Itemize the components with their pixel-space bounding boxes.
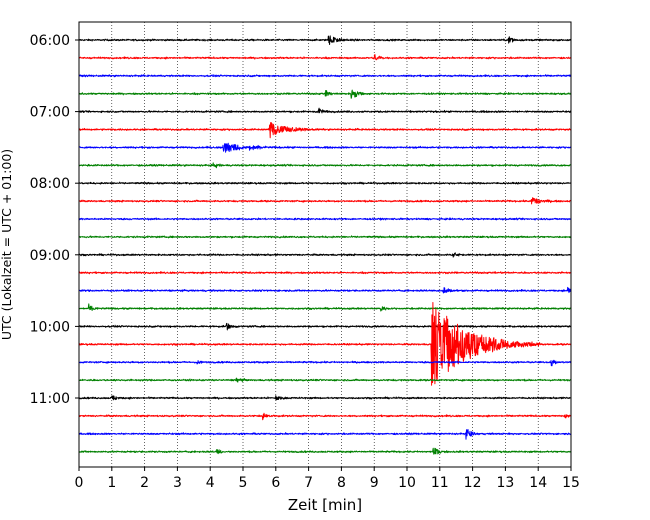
trace-0600 <box>78 35 572 45</box>
x-axis-label: Zeit [min] <box>288 496 362 514</box>
x-tick-label: 11 <box>431 475 449 491</box>
x-tick-label: 15 <box>562 475 580 491</box>
trace-0945 <box>78 303 572 312</box>
x-tick-label: 3 <box>173 475 182 491</box>
x-tick-label: 8 <box>337 475 346 491</box>
trace-0630 <box>78 74 572 78</box>
x-tick-label: 2 <box>140 475 149 491</box>
trace-1015 <box>78 302 572 386</box>
trace-1045 <box>78 377 572 383</box>
trace-0915 <box>78 271 572 275</box>
x-tick-label: 6 <box>271 475 280 491</box>
x-tick-label: 9 <box>370 475 379 491</box>
trace-1030 <box>78 359 572 367</box>
x-tick-label: 1 <box>107 475 116 491</box>
y-tick-label: 09:00 <box>30 248 70 264</box>
trace-1115 <box>78 412 572 421</box>
seismic-traces <box>78 35 572 455</box>
y-axis-ticks: 06:00 07:00 08:00 09:00 10:00 11:00 <box>30 33 79 407</box>
x-tick-label: 4 <box>206 475 215 491</box>
x-tick-label: 7 <box>304 475 313 491</box>
x-axis-ticks: 0 1 2 3 4 5 6 7 8 9 10 11 12 13 14 15 <box>75 467 580 491</box>
y-tick-label: 10:00 <box>30 319 70 335</box>
trace-0700 <box>78 107 572 114</box>
x-tick-label: 0 <box>75 475 84 491</box>
trace-0745 <box>78 162 572 169</box>
trace-0830 <box>78 217 572 221</box>
grid-lines <box>111 22 539 467</box>
trace-1000 <box>78 322 572 331</box>
y-tick-label: 11:00 <box>30 391 70 407</box>
x-tick-label: 10 <box>398 475 416 491</box>
y-axis-label: UTC (Lokalzeit = UTC + 01:00) <box>0 149 14 340</box>
trace-0930 <box>78 286 572 294</box>
trace-0645 <box>78 89 572 99</box>
trace-0615 <box>78 54 572 61</box>
plot-frame <box>78 21 572 468</box>
trace-0815 <box>78 197 572 205</box>
trace-0715 <box>78 122 572 139</box>
trace-0845 <box>78 235 572 239</box>
x-tick-label: 14 <box>529 475 547 491</box>
trace-1130 <box>78 429 572 440</box>
y-tick-label: 08:00 <box>30 176 70 192</box>
trace-1100 <box>78 395 572 401</box>
x-tick-label: 12 <box>464 475 482 491</box>
y-tick-label: 06:00 <box>30 33 70 49</box>
trace-0800 <box>78 181 572 185</box>
x-tick-label: 5 <box>239 475 248 491</box>
trace-0730 <box>78 142 572 153</box>
x-tick-label: 13 <box>496 475 514 491</box>
y-tick-label: 07:00 <box>30 105 70 121</box>
trace-0900 <box>78 252 572 258</box>
trace-1145 <box>78 447 572 455</box>
